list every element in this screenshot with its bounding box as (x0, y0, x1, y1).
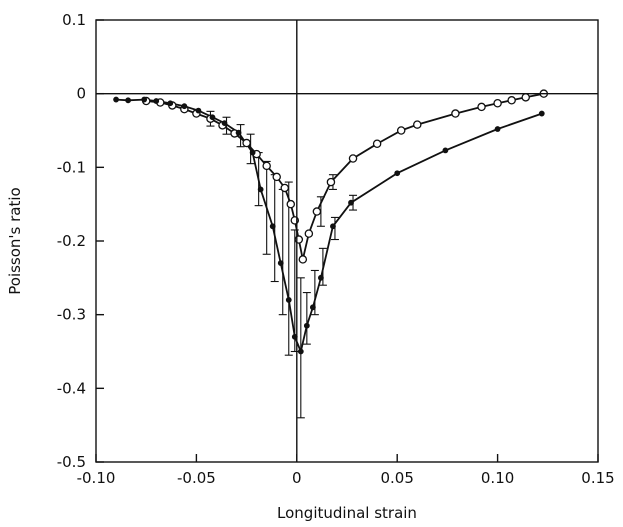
open-circle-point (286, 199, 296, 209)
series-lines (116, 92, 544, 355)
filled-point (269, 223, 276, 230)
x-tick-label: 0.05 (380, 469, 413, 487)
open-circle-point (312, 207, 322, 216)
filled-point (348, 199, 354, 206)
open-circle-point (372, 139, 382, 149)
filled-point (317, 274, 324, 281)
open-circle-point (280, 183, 290, 193)
filled-point (494, 126, 501, 132)
filled-point (125, 97, 132, 104)
x-tick-label: 0.15 (581, 469, 614, 487)
x-tick-label: -0.05 (177, 469, 216, 487)
open-circle-point (298, 255, 308, 264)
filled-point (209, 114, 216, 121)
x-axis-title: Longitudinal strain (277, 504, 417, 522)
filled-point (309, 304, 316, 311)
y-tick-label: -0.5 (57, 453, 86, 471)
filled-point (249, 149, 256, 156)
open-circle-point (272, 172, 281, 182)
x-tick-label: -0.10 (77, 469, 116, 487)
filled-point (167, 100, 174, 107)
open-circle-point (262, 161, 271, 171)
y-tick-label: -0.4 (57, 379, 86, 397)
open-circle-point (304, 229, 314, 238)
series-line-2 (116, 98, 543, 355)
tick-labels: -0.10 -0.05 0 0.05 0.10 0.150.10-0.1-0.2-0.3-… (57, 11, 615, 487)
open-circle-point (348, 154, 358, 163)
filled-point (181, 103, 188, 110)
open-circle-point (477, 102, 486, 112)
filled-point (297, 348, 304, 355)
filled-point (394, 170, 401, 177)
filled-point (141, 96, 148, 103)
plot-frame (95, 19, 599, 463)
filled-point (257, 186, 264, 193)
filled-point (442, 147, 449, 154)
axes (95, 19, 599, 463)
y-tick-label: -0.2 (57, 232, 86, 250)
filled-point (538, 110, 545, 117)
y-axis-title: Poisson's ratio (6, 187, 24, 294)
open-circle-point (326, 177, 336, 187)
filled-point (303, 322, 310, 329)
filled-point (221, 120, 228, 127)
y-tick-label: 0 (76, 85, 86, 103)
open-circle-point (396, 126, 406, 135)
filled-point (330, 223, 336, 230)
filled-point (153, 98, 160, 104)
open-circle-point (521, 93, 530, 102)
open-circle-point (451, 109, 460, 118)
y-tick-label: -0.1 (57, 158, 86, 176)
x-tick-label: 0 (292, 469, 302, 487)
filled-point (235, 129, 242, 136)
filled-point (113, 96, 119, 103)
series-markers (113, 89, 549, 355)
filled-point (277, 260, 284, 267)
open-circle-point (493, 98, 502, 108)
filled-point (285, 297, 292, 303)
filled-point (195, 107, 202, 114)
open-circle-point (507, 96, 516, 105)
open-circle-point (242, 138, 251, 148)
series-line-1 (146, 92, 544, 260)
y-tick-label: 0.1 (62, 11, 86, 29)
y-tick-label: -0.3 (57, 306, 86, 324)
open-circle-point (413, 120, 422, 129)
x-tick-label: 0.10 (481, 469, 514, 487)
